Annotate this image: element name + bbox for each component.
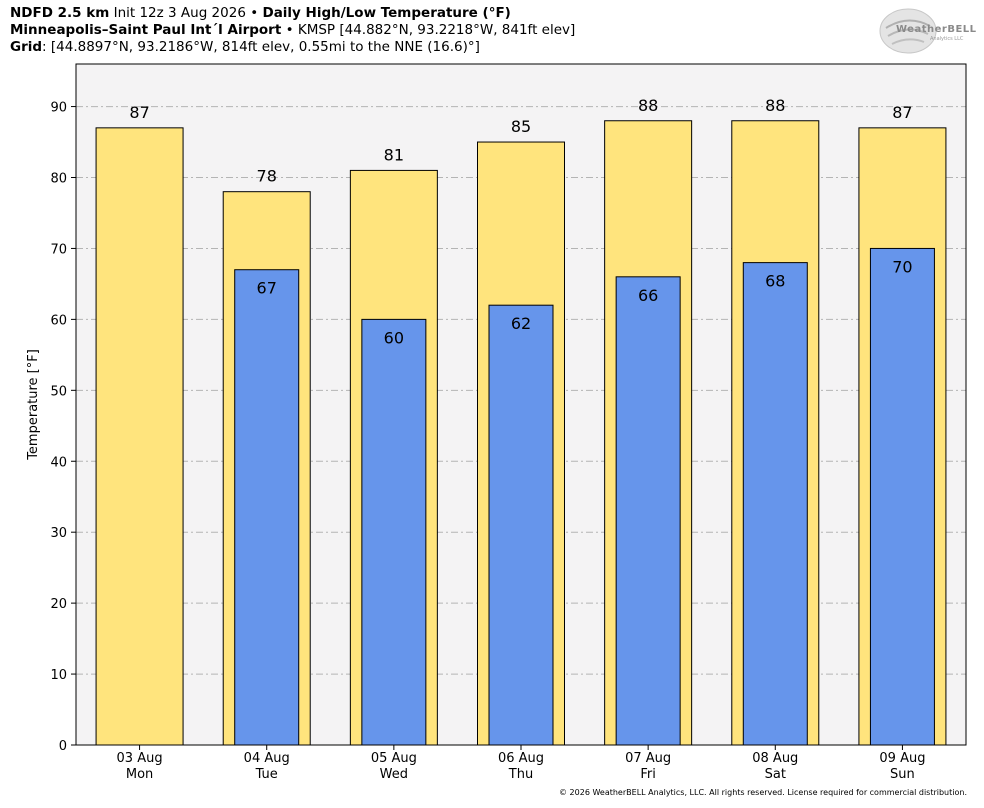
y-tick-label: 80 — [50, 172, 67, 187]
y-axis-label: Temperature [°F] — [26, 349, 41, 461]
high-temp-label: 88 — [765, 96, 785, 115]
y-tick-label: 90 — [50, 101, 67, 116]
y-tick-label: 40 — [50, 455, 67, 470]
low-temp-label: 62 — [511, 314, 531, 333]
logo-subtext: Analytics LLC — [930, 36, 964, 42]
x-tick-date: 03 Aug — [117, 751, 163, 766]
grid-label: Grid — [10, 39, 43, 55]
product-title: Daily High/Low Temperature (°F) — [262, 5, 511, 21]
x-tick-day: Mon — [126, 767, 153, 782]
x-tick-day: Wed — [380, 767, 408, 782]
x-tick-day: Thu — [508, 767, 533, 782]
plot-frame — [75, 63, 967, 746]
y-tick-label: 30 — [50, 526, 67, 541]
weatherbell-logo — [879, 8, 937, 54]
y-tick-label: 70 — [50, 242, 67, 257]
y-tick-label: 50 — [50, 384, 67, 399]
x-tick-date: 04 Aug — [244, 751, 290, 766]
high-temp-label: 81 — [384, 145, 404, 164]
header-line-2: Minneapolis–Saint Paul Int´l Airport • K… — [10, 22, 575, 39]
low-temp-bar — [615, 276, 681, 746]
low-temp-bar — [488, 304, 554, 746]
low-temp-label: 60 — [384, 328, 404, 347]
y-tick-label: 0 — [59, 739, 67, 754]
separator-bullet: • — [285, 22, 294, 38]
logo-text: WeatherBELL — [896, 24, 977, 35]
grid-info: : [44.8897°N, 93.2186°W, 814ft elev, 0.5… — [42, 39, 480, 55]
separator-bullet: • — [250, 5, 259, 21]
x-tick-date: 08 Aug — [752, 751, 798, 766]
init-time: Init 12z 3 Aug 2026 — [113, 5, 246, 21]
low-temp-label: 68 — [765, 272, 785, 291]
low-temp-bar — [742, 262, 808, 746]
y-tick-label: 10 — [50, 668, 67, 683]
low-temp-bar — [869, 247, 935, 746]
high-temp-label: 85 — [511, 117, 531, 136]
copyright-footer: © 2026 WeatherBELL Analytics, LLC. All r… — [559, 788, 967, 797]
high-temp-label: 78 — [257, 167, 277, 186]
x-tick-day: Fri — [640, 767, 656, 782]
x-tick-date: 09 Aug — [879, 751, 925, 766]
low-temp-label: 66 — [638, 286, 658, 305]
x-tick-date: 07 Aug — [625, 751, 671, 766]
x-tick-date: 05 Aug — [371, 751, 417, 766]
header-line-3: Grid: [44.8897°N, 93.2186°W, 814ft elev,… — [10, 39, 575, 56]
high-temp-label: 87 — [892, 103, 912, 122]
station-info: KMSP [44.882°N, 93.2218°W, 841ft elev] — [297, 22, 576, 38]
x-tick-day: Sat — [765, 767, 786, 782]
high-temp-bar — [95, 127, 184, 746]
y-tick-label: 20 — [50, 597, 67, 612]
x-tick-day: Tue — [255, 767, 278, 782]
high-temp-label: 88 — [638, 96, 658, 115]
low-temp-bar — [234, 269, 300, 746]
x-tick-date: 06 Aug — [498, 751, 544, 766]
chart-header: NDFD 2.5 km Init 12z 3 Aug 2026 • Daily … — [10, 5, 575, 56]
station-name: Minneapolis–Saint Paul Int´l Airport — [10, 22, 282, 38]
x-tick-day: Sun — [890, 767, 915, 782]
low-temp-label: 70 — [892, 257, 912, 276]
header-line-1: NDFD 2.5 km Init 12z 3 Aug 2026 • Daily … — [10, 5, 575, 22]
high-temp-label: 87 — [129, 103, 149, 122]
y-tick-label: 60 — [50, 313, 67, 328]
model-name: NDFD 2.5 km — [10, 5, 110, 21]
low-temp-bar — [361, 318, 427, 746]
low-temp-label: 67 — [257, 279, 277, 298]
